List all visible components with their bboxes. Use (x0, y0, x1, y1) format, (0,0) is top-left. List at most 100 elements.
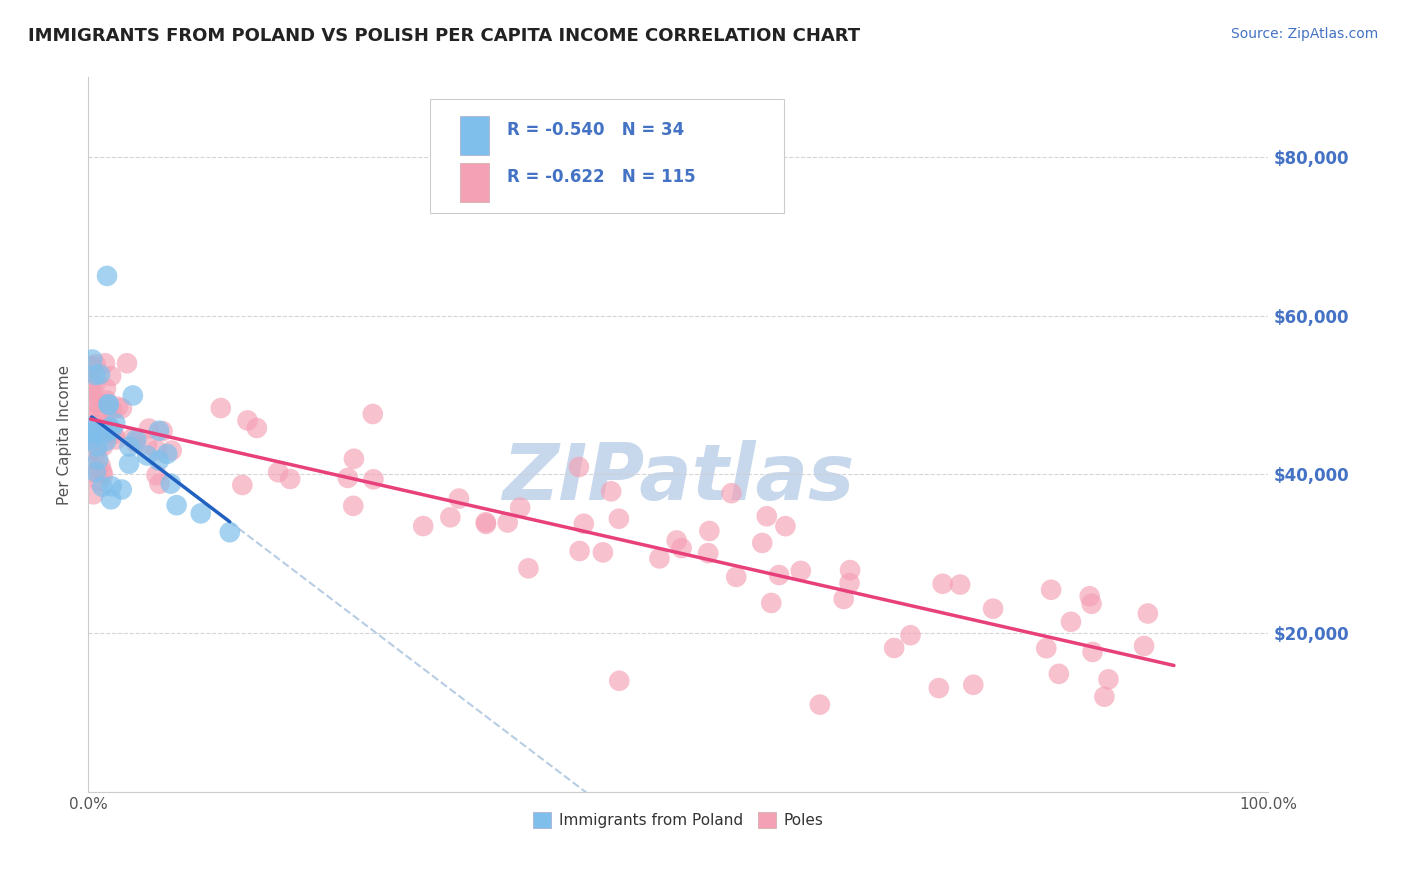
Point (159, 476, 181, 491)
Point (600, 484, 623, 499)
Point (838, 576, 860, 591)
Point (87, 475, 110, 489)
Point (755, 509, 778, 524)
Point (231, 478, 253, 492)
Point (343, 451, 366, 466)
Point (121, 431, 143, 445)
Point (725, 570, 748, 584)
Point (80, 359, 103, 374)
Point (474, 515, 496, 529)
Point (91, 464, 114, 478)
Point (79, 457, 101, 471)
Point (80, 424, 103, 438)
Point (79, 392, 101, 407)
Point (94, 381, 117, 395)
Point (90, 402, 112, 417)
Point (86, 396, 108, 410)
Text: IMMIGRANTS FROM POLAND VS POLISH PER CAPITA INCOME CORRELATION CHART: IMMIGRANTS FROM POLAND VS POLISH PER CAP… (28, 27, 860, 45)
Point (79, 422, 101, 436)
Point (79, 384, 101, 398)
Point (100, 492, 122, 507)
Point (412, 519, 434, 533)
Point (1081, 645, 1104, 659)
Text: ZIPatlas: ZIPatlas (502, 440, 855, 516)
Point (148, 476, 170, 491)
Point (136, 437, 159, 451)
Point (80, 425, 103, 440)
Point (91, 480, 114, 494)
Point (720, 486, 742, 500)
Point (145, 443, 167, 458)
Point (1047, 666, 1070, 681)
Point (80, 380, 103, 394)
Point (361, 407, 384, 421)
Point (79, 466, 101, 480)
Point (152, 424, 174, 438)
Point (86, 439, 108, 453)
Point (568, 544, 591, 558)
Point (607, 673, 630, 688)
Point (118, 457, 141, 471)
Point (97, 398, 120, 412)
Point (900, 628, 922, 642)
Point (699, 524, 721, 538)
Point (1136, 607, 1159, 621)
Point (80, 359, 103, 373)
Text: Source: ZipAtlas.com: Source: ZipAtlas.com (1230, 27, 1378, 41)
Point (439, 510, 461, 524)
Point (84, 428, 107, 442)
Point (246, 421, 269, 435)
Point (83, 426, 105, 441)
Point (190, 507, 212, 521)
Point (1080, 597, 1102, 611)
Point (125, 433, 148, 447)
Point (111, 483, 134, 497)
Text: R = -0.540   N = 34: R = -0.540 N = 34 (508, 121, 685, 139)
Point (496, 516, 519, 530)
Point (928, 681, 950, 695)
Point (82, 360, 104, 375)
Point (592, 545, 614, 559)
Point (751, 536, 773, 550)
Point (80, 425, 103, 440)
Point (145, 468, 167, 483)
Point (100, 479, 122, 493)
Point (336, 471, 359, 485)
Point (931, 576, 953, 591)
Point (148, 424, 170, 438)
Point (80, 433, 103, 447)
Point (768, 568, 790, 582)
Point (648, 551, 671, 566)
Point (91, 467, 114, 482)
Point (342, 499, 364, 513)
Point (101, 425, 124, 439)
Text: R = -0.622   N = 115: R = -0.622 N = 115 (508, 169, 696, 186)
Y-axis label: Per Capita Income: Per Capita Income (58, 365, 72, 505)
Point (697, 546, 720, 560)
Point (572, 516, 595, 531)
Point (883, 640, 905, 655)
Point (84, 465, 107, 479)
Point (808, 698, 831, 712)
Point (94, 356, 117, 370)
Point (166, 498, 188, 512)
Point (832, 591, 855, 606)
Point (98, 420, 121, 434)
Point (93, 424, 115, 438)
Point (363, 472, 385, 486)
Point (80, 419, 103, 434)
Point (160, 443, 183, 458)
Point (509, 500, 531, 515)
Point (1040, 582, 1063, 597)
Point (1097, 673, 1119, 687)
Point (568, 460, 591, 475)
Point (82, 425, 104, 440)
Point (87, 452, 110, 467)
Point (671, 541, 693, 556)
Point (89, 368, 111, 382)
Point (839, 563, 862, 577)
Point (136, 449, 159, 463)
Point (94, 425, 117, 440)
Point (94, 434, 117, 449)
Point (138, 421, 160, 435)
